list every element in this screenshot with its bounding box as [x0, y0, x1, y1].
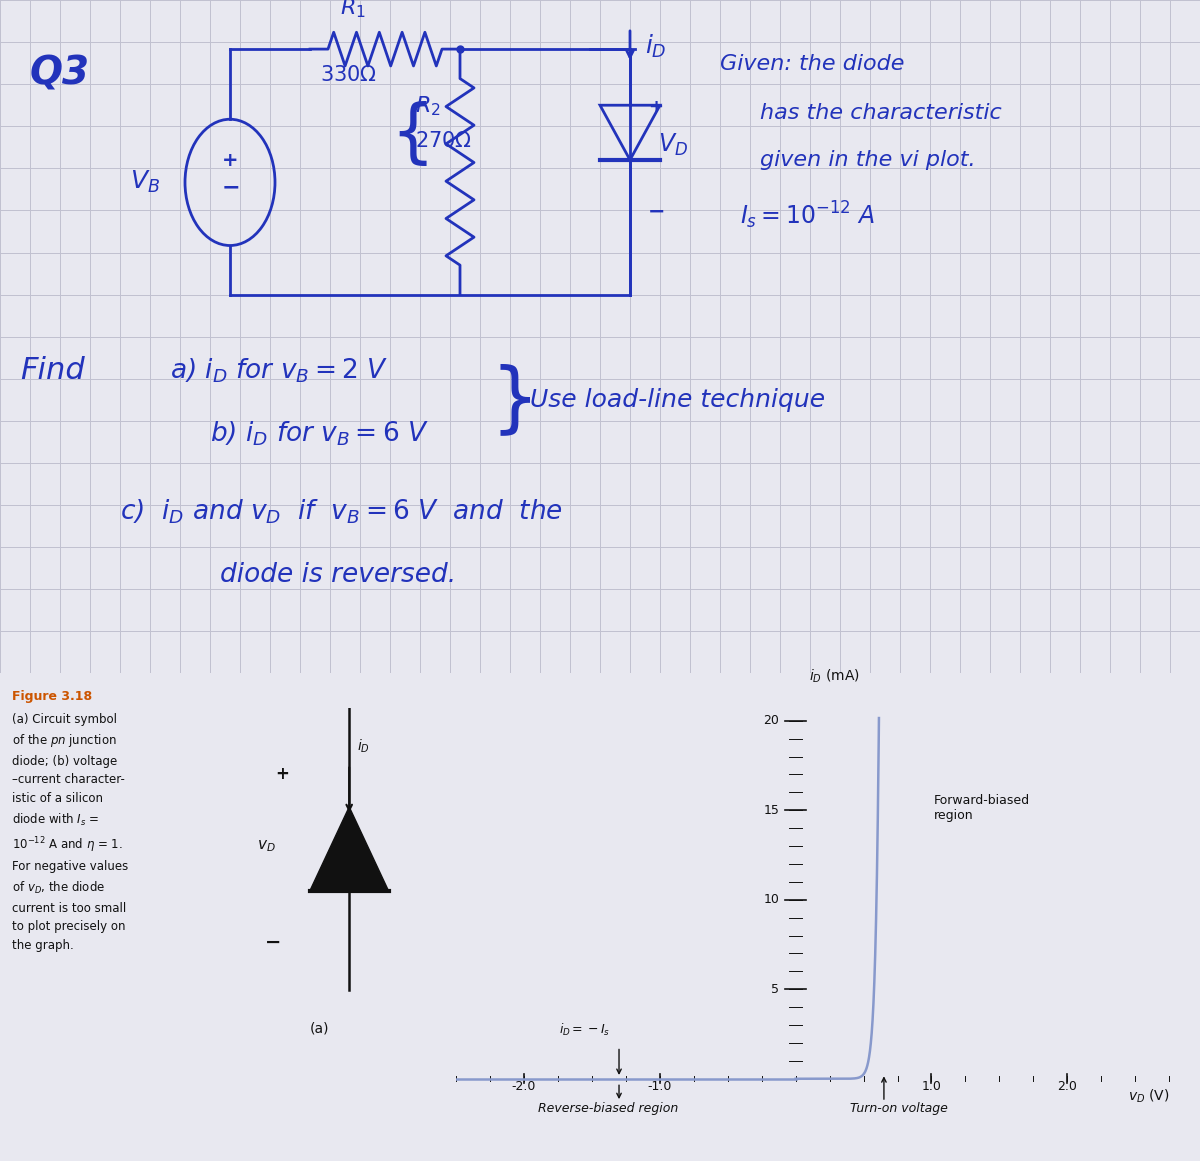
Text: $i_D$ (mA): $i_D$ (mA): [809, 668, 860, 685]
Text: −: −: [265, 933, 281, 952]
Text: (a) Circuit symbol
of the $pn$ junction
diode; (b) voltage
–current character-
i: (a) Circuit symbol of the $pn$ junction …: [12, 713, 128, 952]
Text: Given: the diode: Given: the diode: [720, 55, 905, 74]
Text: −: −: [648, 202, 666, 222]
Text: 15: 15: [763, 803, 779, 817]
Text: a) $i_D$ for $v_B = 2$ V: a) $i_D$ for $v_B = 2$ V: [170, 356, 389, 385]
Text: -2.0: -2.0: [511, 1080, 536, 1093]
Text: has the characteristic: has the characteristic: [760, 103, 1002, 123]
Text: $i_D=-I_s$: $i_D=-I_s$: [559, 1022, 611, 1038]
Text: Find: Find: [20, 355, 85, 384]
Text: Forward-biased
region: Forward-biased region: [934, 794, 1031, 822]
Text: $270\Omega$: $270\Omega$: [415, 131, 472, 151]
Text: diode is reversed.: diode is reversed.: [220, 562, 456, 589]
Text: $v_D$ (V): $v_D$ (V): [1128, 1087, 1169, 1104]
Text: 10: 10: [763, 893, 779, 907]
Text: 20: 20: [763, 714, 779, 727]
Text: Use load-line technique: Use load-line technique: [530, 388, 826, 412]
Text: -1.0: -1.0: [648, 1080, 672, 1093]
Text: $i_D$: $i_D$: [646, 33, 666, 59]
Text: $\{$: $\{$: [390, 99, 427, 168]
Text: $i_D$: $i_D$: [358, 737, 370, 755]
Text: $v_D$: $v_D$: [257, 838, 276, 853]
Text: given in the vi plot.: given in the vi plot.: [760, 150, 976, 170]
Text: Reverse-biased region: Reverse-biased region: [538, 1102, 678, 1115]
Text: +: +: [648, 99, 662, 116]
Text: (a): (a): [310, 1022, 329, 1036]
Text: $\}$: $\}$: [490, 362, 530, 438]
Text: −: −: [222, 178, 241, 197]
Text: Q3: Q3: [30, 55, 90, 92]
Text: Turn-on voltage: Turn-on voltage: [850, 1102, 948, 1115]
Text: b) $i_D$ for $v_B = 6$ V: b) $i_D$ for $v_B = 6$ V: [210, 420, 428, 448]
Text: 5: 5: [772, 982, 779, 996]
Text: Figure 3.18: Figure 3.18: [12, 690, 92, 702]
Text: $R_1$: $R_1$: [340, 0, 366, 20]
Text: $V_B$: $V_B$: [130, 170, 160, 195]
Text: $I_s = 10^{-12}$ A: $I_s = 10^{-12}$ A: [740, 200, 875, 231]
Text: $330\Omega$: $330\Omega$: [320, 65, 377, 86]
Text: +: +: [275, 765, 289, 783]
Text: c)  $i_D$ and $v_D$  if  $v_B = 6$ V  and  the: c) $i_D$ and $v_D$ if $v_B = 6$ V and th…: [120, 497, 563, 526]
Polygon shape: [310, 807, 389, 892]
Text: 1.0: 1.0: [922, 1080, 942, 1093]
Text: 2.0: 2.0: [1057, 1080, 1078, 1093]
Text: $R_2$: $R_2$: [415, 94, 440, 117]
Text: $V_D$: $V_D$: [658, 131, 688, 158]
Text: +: +: [222, 151, 239, 170]
